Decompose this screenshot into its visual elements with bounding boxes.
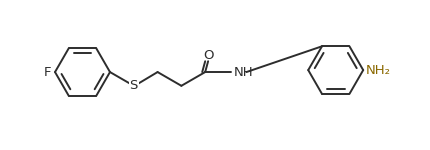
Text: NH: NH: [233, 66, 253, 79]
Text: O: O: [203, 49, 213, 62]
Text: F: F: [43, 66, 51, 79]
Text: NH₂: NH₂: [366, 64, 391, 77]
Text: S: S: [129, 79, 138, 92]
